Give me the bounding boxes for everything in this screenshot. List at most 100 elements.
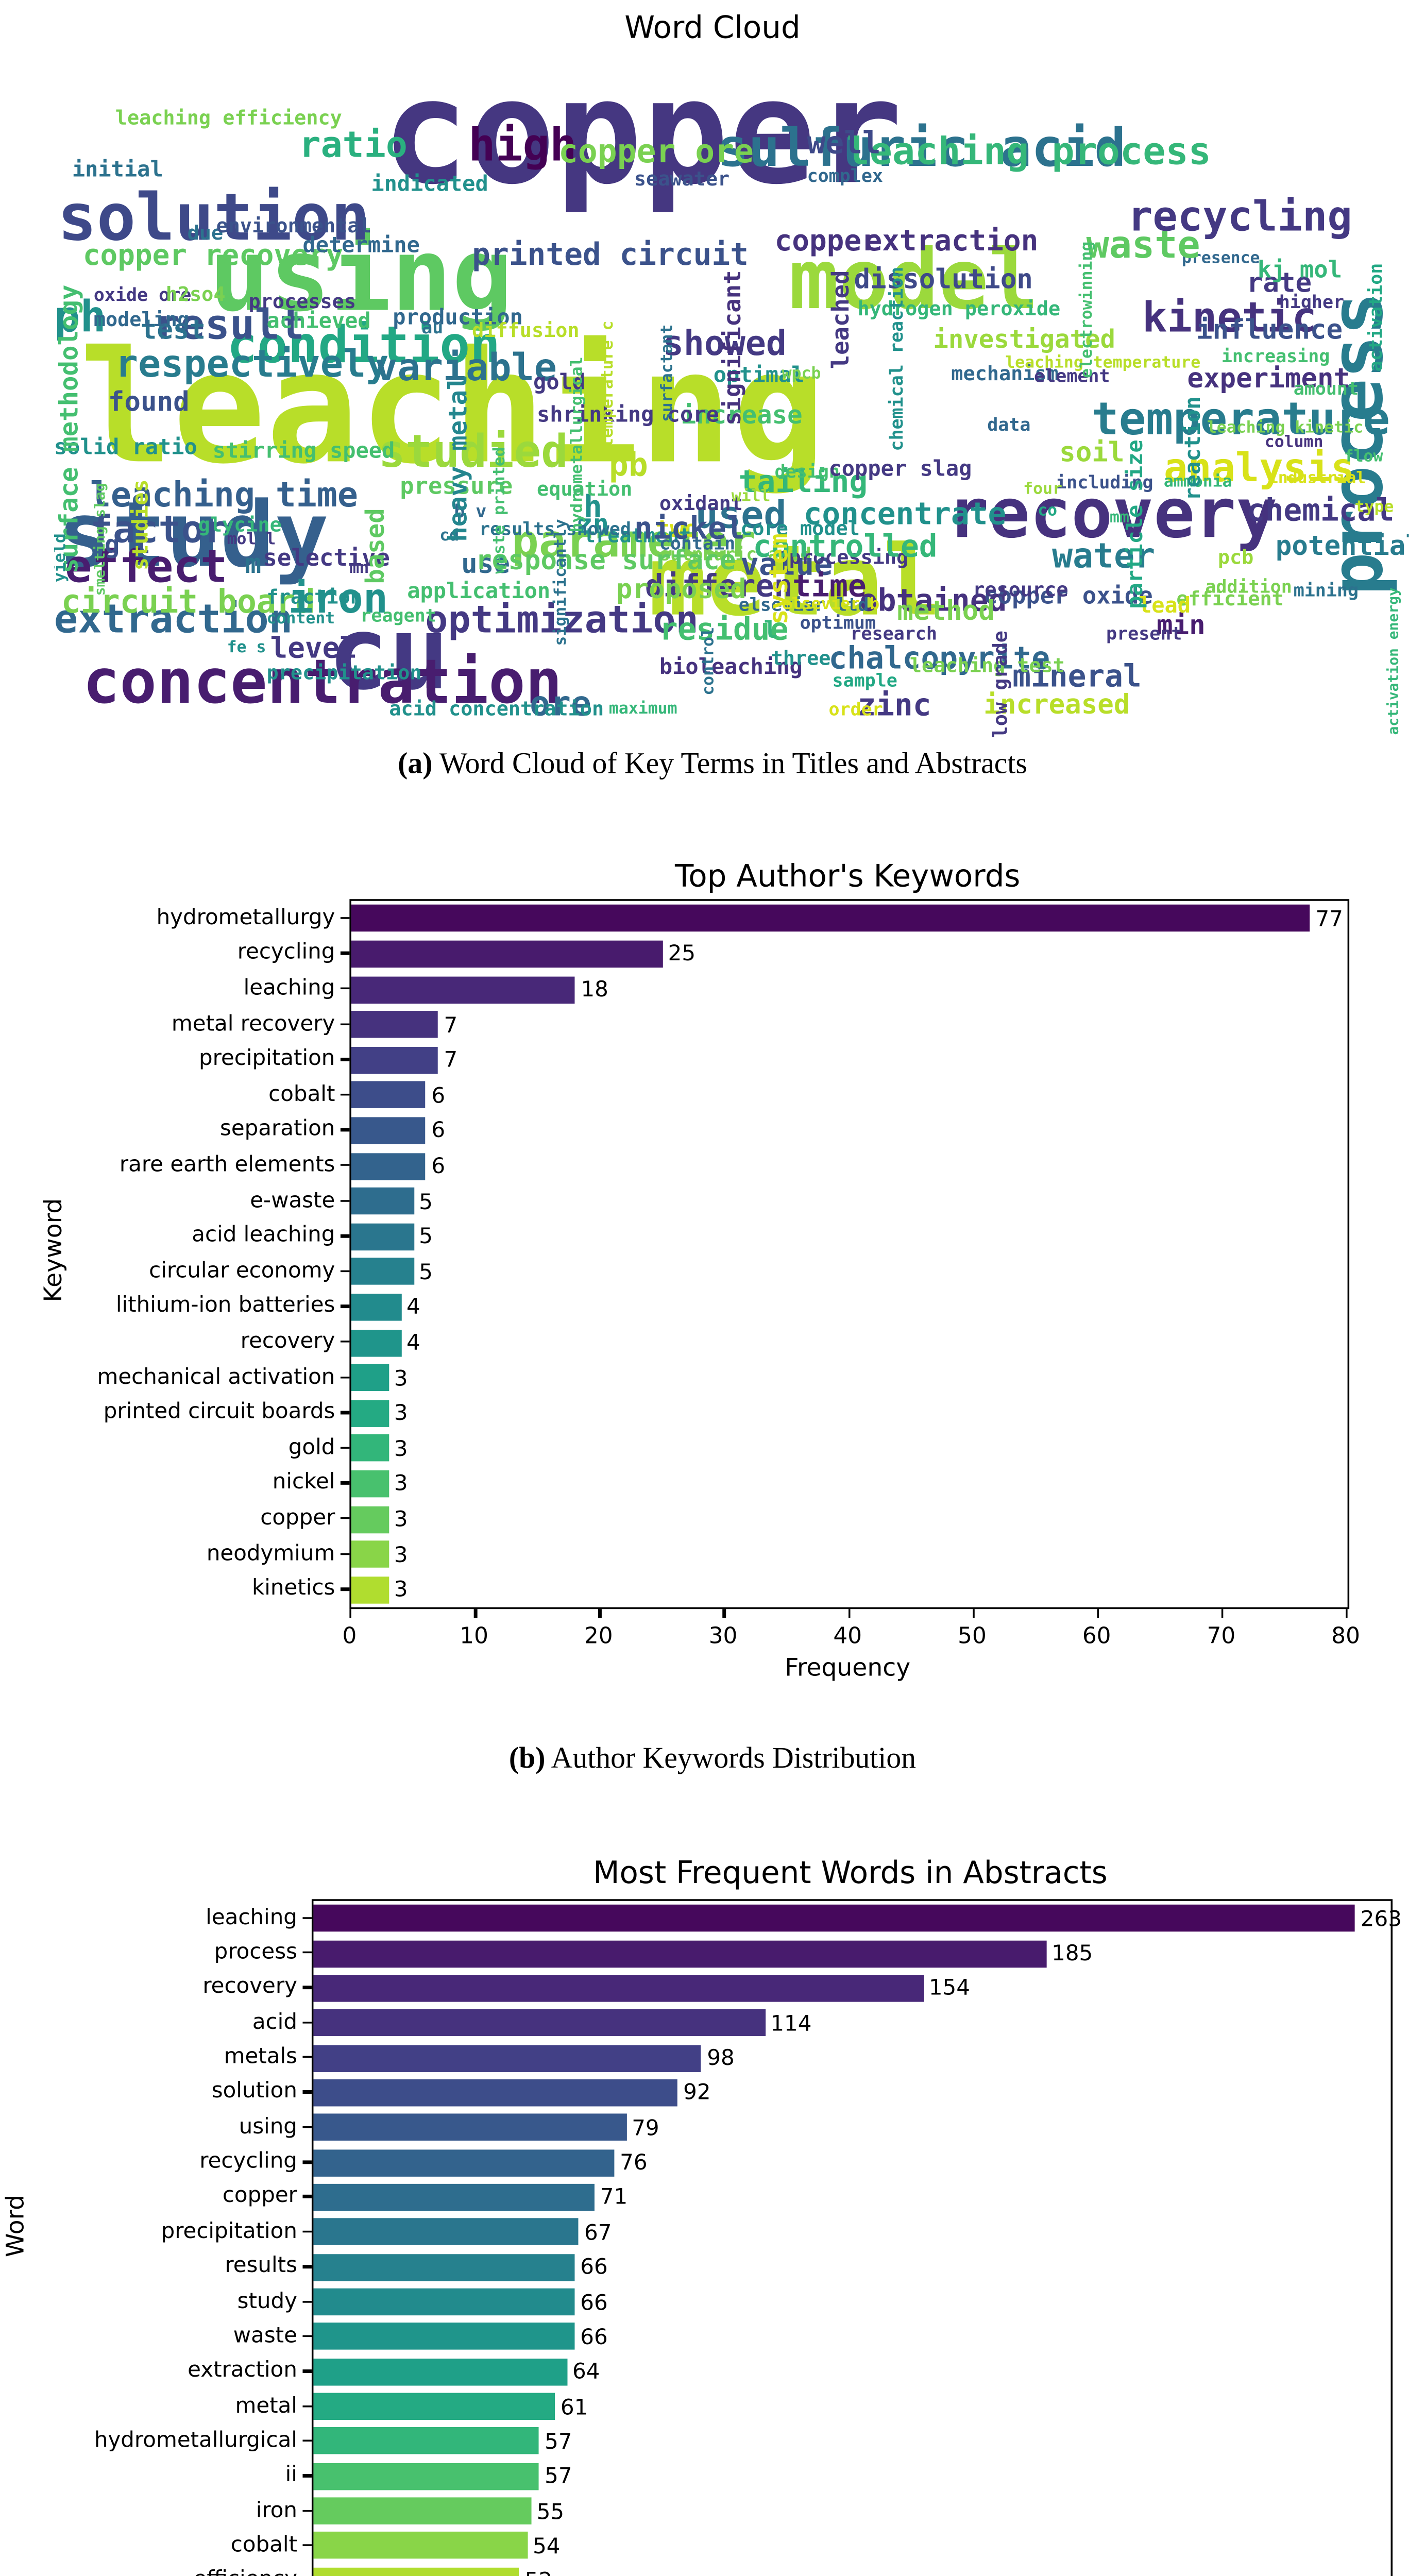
wordcloud-word: acid concentration [389, 697, 604, 721]
wordcloud-word: surface methodology [56, 284, 85, 573]
wordcloud-word: extraction [864, 223, 1039, 258]
bar-waste [313, 2323, 575, 2350]
wordcloud-word: seawater [634, 167, 730, 191]
wordcloud-word: extraction [54, 598, 293, 643]
wordcloud-word: elsevier ltd [738, 596, 869, 617]
wordcloud-word: precipitation [266, 661, 422, 685]
bar-value-label: 263 [1360, 1906, 1402, 1931]
bar-results [313, 2253, 575, 2281]
wordcloud-word: solid ratio [54, 434, 197, 460]
bar-acid [313, 2009, 765, 2037]
y-tick [302, 2195, 312, 2198]
y-tick [302, 2335, 312, 2338]
y-tick [340, 1376, 350, 1379]
y-category-label: recycling [199, 2148, 297, 2174]
bar-nickel [351, 1470, 389, 1497]
wordcloud-word: kinetic [1142, 295, 1317, 343]
bar-value-label: 61 [560, 2394, 588, 2419]
wordcloud-word: amount [1293, 380, 1359, 400]
wordcloud-word: waste printed [491, 447, 510, 574]
wordcloud-word: ore [530, 685, 592, 724]
bar-value-label: 5 [419, 1259, 433, 1284]
caption-a-text: Word Cloud of Key Terms in Titles and Ab… [432, 745, 1027, 781]
wordcloud-word: industrial [1268, 470, 1366, 488]
wordcloud-word: well [807, 126, 881, 162]
y-category-label: gold [288, 1434, 335, 1460]
bar-recovery [313, 1974, 924, 2002]
wordcloud-word: hydrogen peroxide [857, 297, 1061, 321]
y-category-label: hydrometallurgy [156, 904, 335, 929]
wordcloud-word: using [209, 218, 513, 335]
y-tick [302, 1986, 312, 1989]
y-tick [302, 2300, 312, 2303]
wordcloud-word: copper recovery [82, 238, 344, 273]
wordcloud-word: low grade [989, 631, 1013, 738]
bar-value-label: 3 [394, 1471, 408, 1497]
wordcloud-word: factor [90, 508, 227, 552]
wordcloud-word: water [1052, 537, 1156, 577]
wordcloud-word: leaching process [846, 129, 1211, 173]
bar-value-label: 6 [431, 1082, 446, 1108]
wordcloud-word: obtained [859, 584, 1007, 620]
y-tick [302, 2056, 312, 2059]
bar-hydrometallurgy [351, 905, 1311, 933]
y-category-label: metal [235, 2392, 297, 2417]
bar-circular economy [351, 1258, 414, 1285]
wordcloud-word: mining [1293, 582, 1359, 602]
wordcloud-word: efficient [1176, 587, 1284, 611]
y-tick [302, 2369, 312, 2372]
wordcloud-word: controlled [753, 530, 938, 566]
chart-b-title: Top Author's Keywords [674, 859, 1021, 896]
wordcloud-canvas: copper leaching using model metal recovery cu c… [54, 47, 1409, 760]
wordcloud-word: concentrate [803, 497, 1007, 534]
y-category-label: metals [224, 2043, 297, 2069]
y-tick [340, 1128, 350, 1131]
bar-value-label: 7 [444, 1012, 458, 1038]
x-tick-label: 50 [958, 1621, 987, 1649]
wordcloud-word: oxidant [659, 492, 743, 516]
wordcloud-word: including [1056, 473, 1153, 494]
wordcloud-word: optimization [425, 598, 699, 642]
wordcloud-word: fraction [266, 585, 362, 609]
wordcloud-word: cu [328, 596, 450, 714]
wordcloud-word: present [1106, 625, 1182, 646]
wordcloud-word: h [583, 490, 602, 527]
wordcloud-word: initial [72, 157, 163, 182]
wordcloud-word: indicated [371, 171, 488, 197]
chart-c-title: Most Frequent Words in Abstracts [593, 1856, 1108, 1892]
y-category-label: process [214, 1939, 297, 1964]
bar-copper [313, 2183, 595, 2211]
wordcloud-word: system [766, 533, 795, 625]
wordcloud-word: response surface [476, 544, 736, 577]
y-tick [340, 917, 350, 920]
wordcloud-word: min [1156, 609, 1206, 642]
wordcloud-word: selective [263, 546, 390, 573]
y-category-label: mechanical activation [97, 1363, 335, 1389]
y-category-label: acid leaching [192, 1222, 335, 1247]
y-category-label: recovery [202, 1973, 297, 1999]
y-category-label: iron [256, 2497, 297, 2522]
bar-value-label: 98 [707, 2045, 735, 2071]
y-category-label: copper [260, 1504, 335, 1530]
y-category-label: leaching [206, 1904, 297, 1929]
bar-value-label: 57 [545, 2463, 572, 2489]
y-category-label: recovery [240, 1328, 335, 1353]
wordcloud-word: production [393, 304, 523, 330]
x-tick [349, 1608, 352, 1618]
y-tick [340, 1058, 350, 1061]
y-category-label: neodymium [206, 1539, 335, 1565]
bar-value-label: 25 [668, 941, 696, 967]
x-tick-label: 80 [1331, 1621, 1360, 1649]
wordcloud-word: copper oxide [983, 584, 1153, 611]
bar-value-label: 76 [620, 2149, 648, 2175]
wordcloud-word: level [270, 631, 357, 665]
wordcloud-word: variable [375, 346, 557, 389]
bar-value-label: 79 [632, 2115, 659, 2141]
bar-value-label: 185 [1051, 1940, 1093, 1966]
wordcloud-word: leaching efficiency [115, 106, 342, 130]
bar-extraction [313, 2358, 567, 2385]
y-category-label: leaching [243, 975, 335, 1001]
bar-value-label: 71 [600, 2184, 628, 2210]
caption-a-label: (a) [398, 745, 433, 781]
bar-precipitation [313, 2218, 579, 2246]
